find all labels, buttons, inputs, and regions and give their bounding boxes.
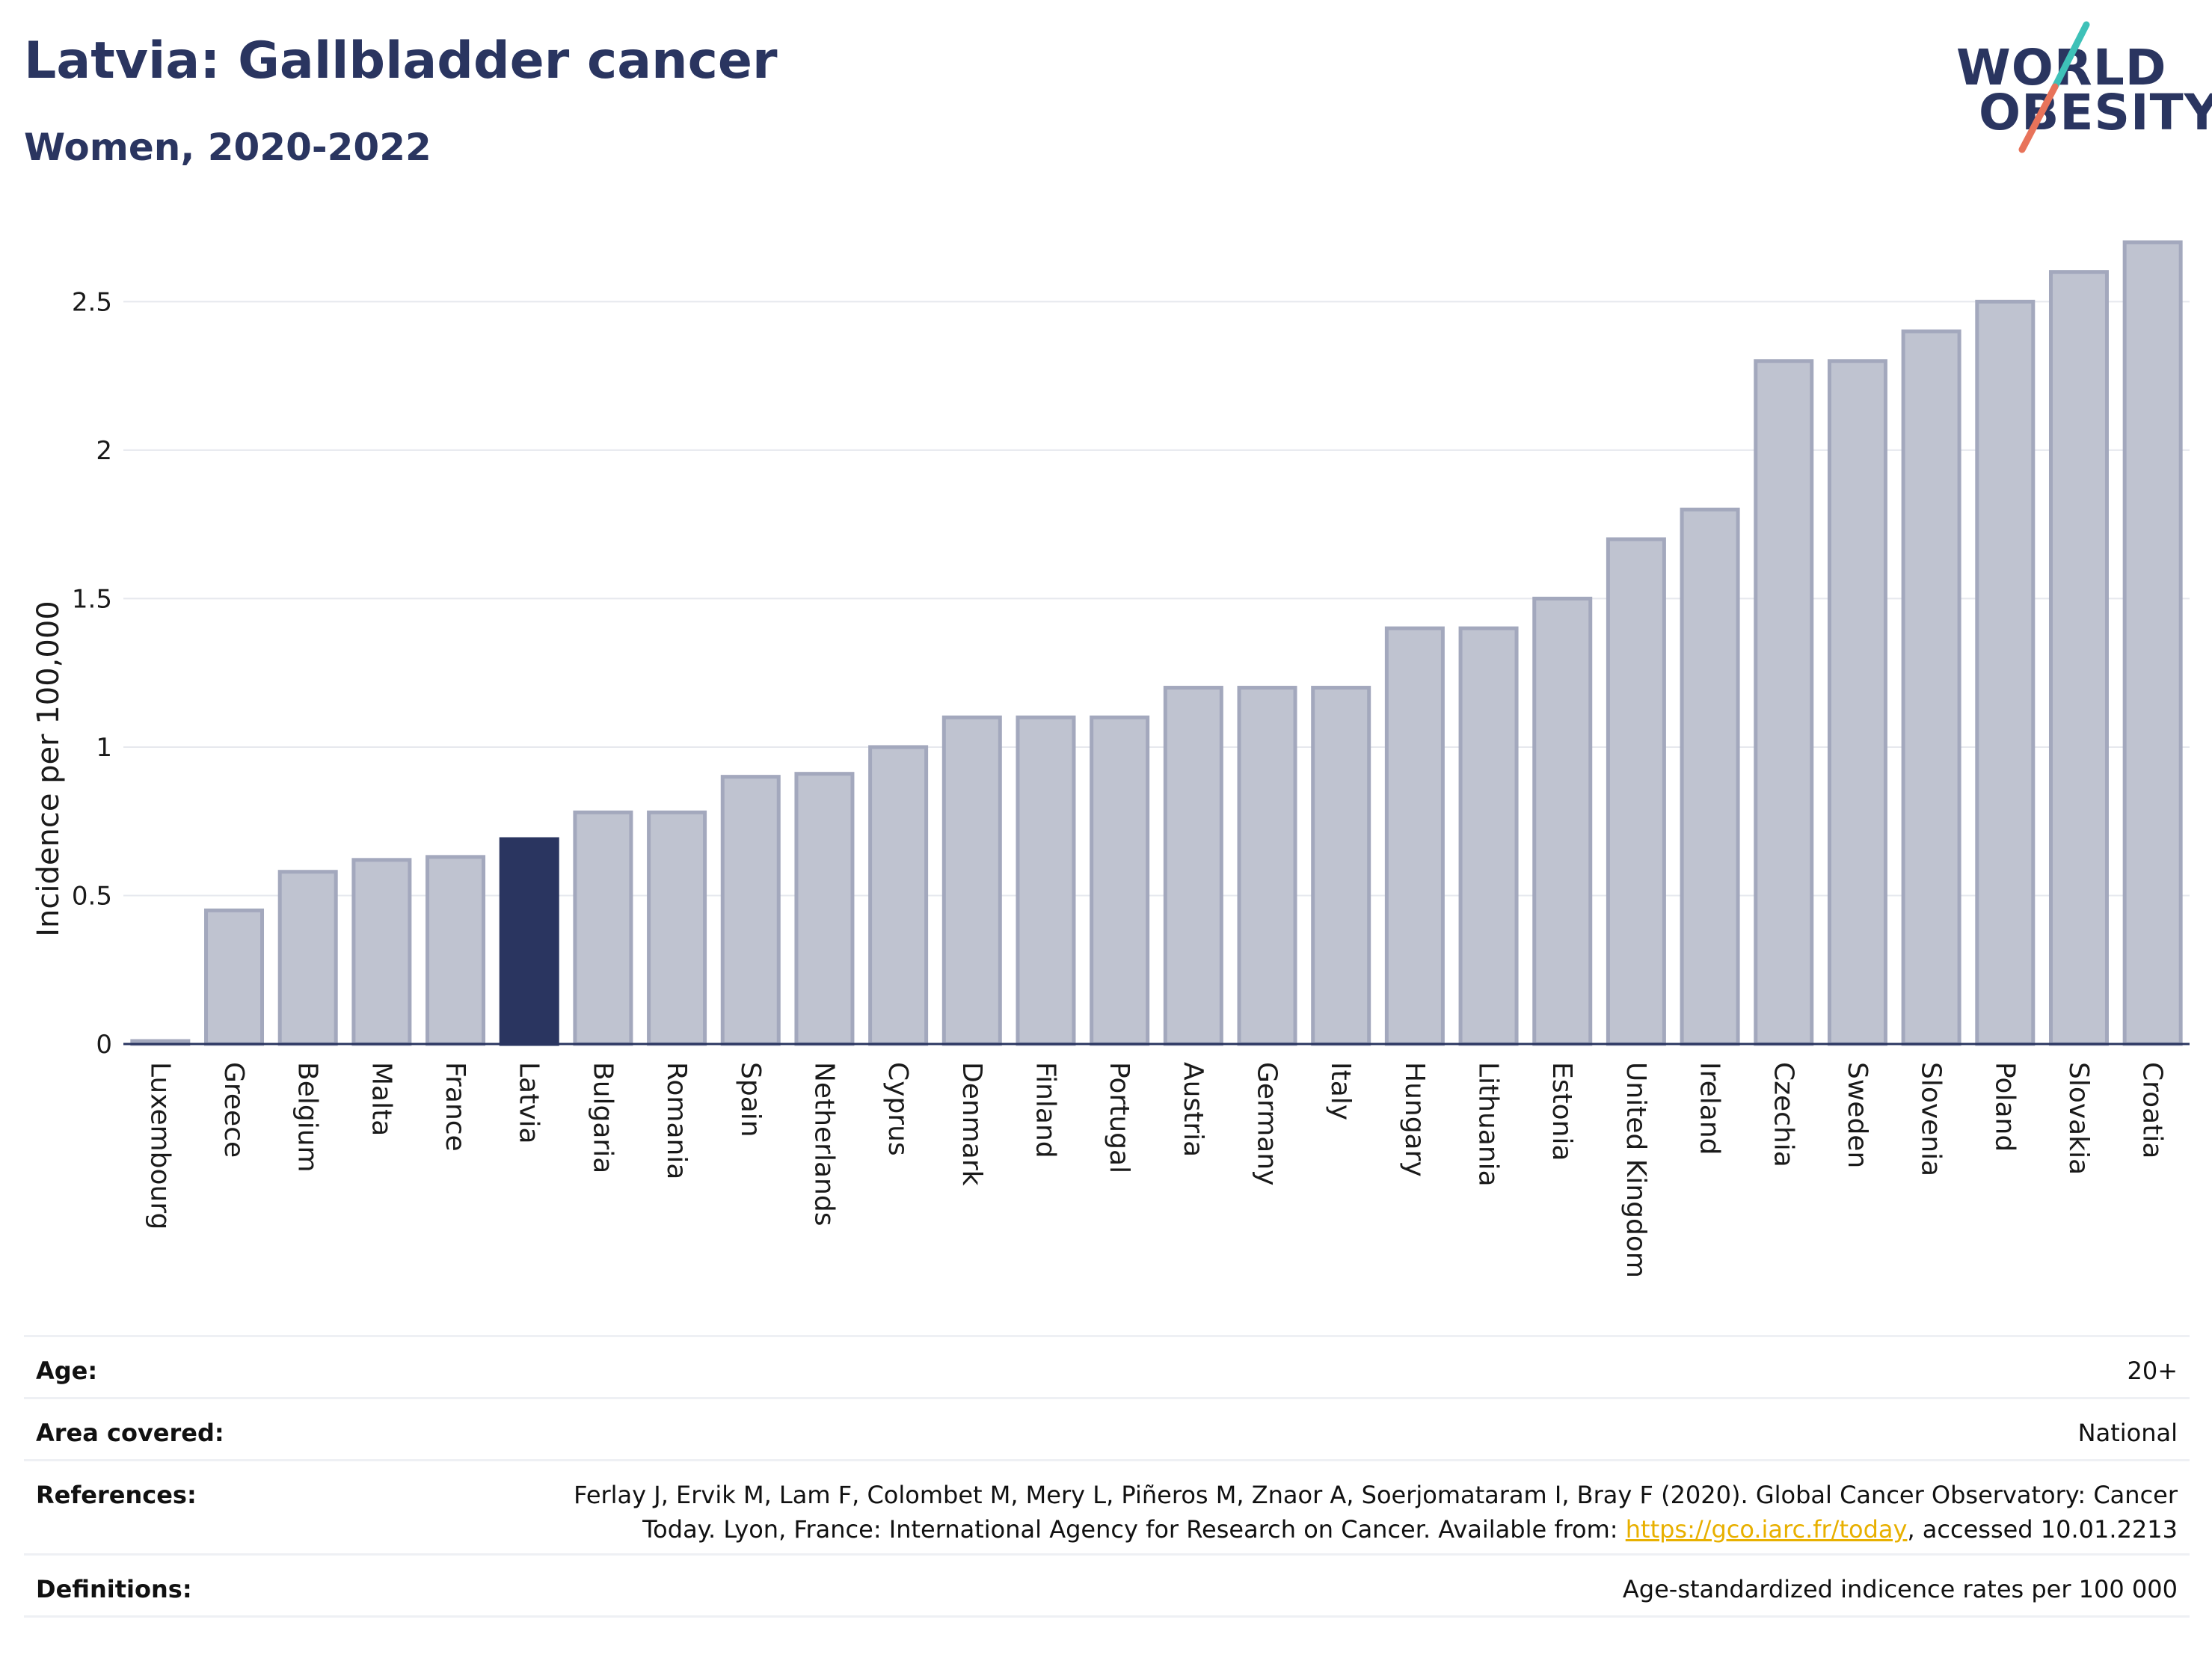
x-tick-label: Portugal	[1104, 1062, 1134, 1173]
x-tick-label: Malta	[366, 1062, 396, 1136]
logo-slash-icon	[2018, 21, 2090, 153]
chart-subtitle: Women, 2020-2022	[24, 126, 431, 169]
references-label: References:	[36, 1481, 197, 1509]
x-tick-label: Ireland	[1695, 1062, 1725, 1155]
bar	[2048, 270, 2109, 1046]
x-tick-label: Cyprus	[882, 1062, 913, 1156]
x-tick-label: Poland	[1989, 1062, 2020, 1152]
meta-row-references: References: Ferlay J, Ervik M, Lam F, Co…	[24, 1459, 2190, 1553]
bar	[1827, 359, 1887, 1046]
bar	[1163, 686, 1223, 1046]
bar	[868, 745, 929, 1046]
y-tick-label: 1.5	[72, 584, 112, 614]
age-value: 20+	[2127, 1357, 2178, 1385]
x-tick-label: Hungary	[1399, 1062, 1430, 1177]
world-obesity-logo: WORLD OBESITY	[1944, 21, 2212, 156]
references-text-2: , accessed 10.01.2213	[1907, 1515, 2178, 1544]
x-tick-label: Netherlands	[808, 1062, 839, 1226]
bar	[1311, 686, 1371, 1046]
x-tick-label: Finland	[1030, 1062, 1060, 1158]
x-tick-label: Spain	[735, 1062, 766, 1137]
definitions-value: Age-standardized indicence rates per 100…	[1622, 1575, 2178, 1603]
x-tick-label: Lithuania	[1473, 1062, 1504, 1187]
bar	[573, 810, 633, 1046]
area-label: Area covered:	[36, 1419, 224, 1447]
meta-row-age: Age: 20+	[24, 1335, 2190, 1397]
x-tick-label: Luxembourg	[144, 1062, 175, 1229]
x-axis-ticks: Luxembourg Greece Belgium Malta France Latvia…	[144, 1062, 2167, 1278]
bar	[1901, 329, 1961, 1046]
bars	[130, 240, 2183, 1046]
bar	[941, 715, 1002, 1046]
references-link[interactable]: https://gco.iarc.fr/today	[1625, 1515, 1908, 1544]
bar-chart: 0 0.5 1 1.5 2 2.5 Luxembourg Greece Belgium Malt…	[31, 240, 2190, 1278]
bar	[1532, 596, 1593, 1046]
x-tick-label: Croatia	[2137, 1062, 2168, 1158]
bar	[204, 908, 265, 1046]
x-tick-label: Estonia	[1546, 1062, 1577, 1161]
meta-row-area: Area covered: National	[24, 1397, 2190, 1459]
references-value: Ferlay J, Ervik M, Lam F, Colombet M, Me…	[532, 1461, 2178, 1547]
x-tick-label: Slovakia	[2063, 1062, 2094, 1175]
bar	[794, 772, 855, 1046]
metadata-table: Age: 20+ Area covered: National Referenc…	[24, 1335, 2190, 1618]
x-tick-label: Italy	[1325, 1062, 1356, 1120]
x-tick-label: Sweden	[1842, 1062, 1872, 1168]
chart-title: Latvia: Gallbladder cancer	[24, 31, 778, 90]
x-tick-label: Greece	[218, 1062, 249, 1158]
x-tick-label: Slovenia	[1916, 1062, 1947, 1176]
bar	[351, 858, 412, 1046]
meta-row-definitions: Definitions: Age-standardized indicence …	[24, 1553, 2190, 1618]
x-tick-label: Latvia	[514, 1062, 544, 1144]
bar	[720, 775, 781, 1046]
age-label: Age:	[36, 1357, 98, 1385]
bar	[425, 855, 486, 1046]
bar	[1237, 686, 1297, 1046]
bar	[1458, 626, 1519, 1046]
bar	[1975, 299, 2036, 1046]
x-tick-label: Denmark	[956, 1062, 987, 1186]
x-tick-label: Romania	[661, 1062, 692, 1179]
x-tick-label: Czechia	[1768, 1062, 1798, 1167]
references-text-1: Ferlay J, Ervik M, Lam F, Colombet M, Me…	[574, 1481, 2178, 1544]
definitions-label: Definitions:	[36, 1575, 192, 1603]
area-value: National	[2077, 1419, 2178, 1447]
bar	[1754, 359, 1814, 1046]
y-tick-label: 2.5	[72, 287, 112, 317]
y-tick-label: 0.5	[72, 881, 112, 911]
bar	[647, 810, 707, 1046]
x-tick-label: Austria	[1178, 1062, 1208, 1157]
bar	[1384, 626, 1445, 1046]
x-tick-label: United Kingdom	[1620, 1062, 1651, 1278]
x-tick-label: Germany	[1252, 1062, 1282, 1185]
bar	[1606, 537, 1666, 1046]
bar	[1016, 715, 1076, 1046]
y-tick-label: 0	[96, 1030, 112, 1060]
x-tick-label: France	[440, 1062, 470, 1152]
y-axis-ticks: 0 0.5 1 1.5 2 2.5	[72, 287, 112, 1060]
y-axis-label: Incidence per 100,000	[31, 601, 66, 937]
y-tick-label: 1	[96, 733, 112, 763]
bar	[277, 870, 338, 1046]
x-tick-label: Bulgaria	[587, 1062, 618, 1173]
bar	[499, 837, 559, 1046]
y-tick-label: 2	[96, 436, 112, 466]
bar	[1090, 715, 1150, 1046]
bar	[1680, 507, 1740, 1046]
bar	[2122, 240, 2183, 1046]
logo-word-obesity: OBESITY	[1979, 84, 2212, 141]
x-tick-label: Belgium	[292, 1062, 323, 1173]
